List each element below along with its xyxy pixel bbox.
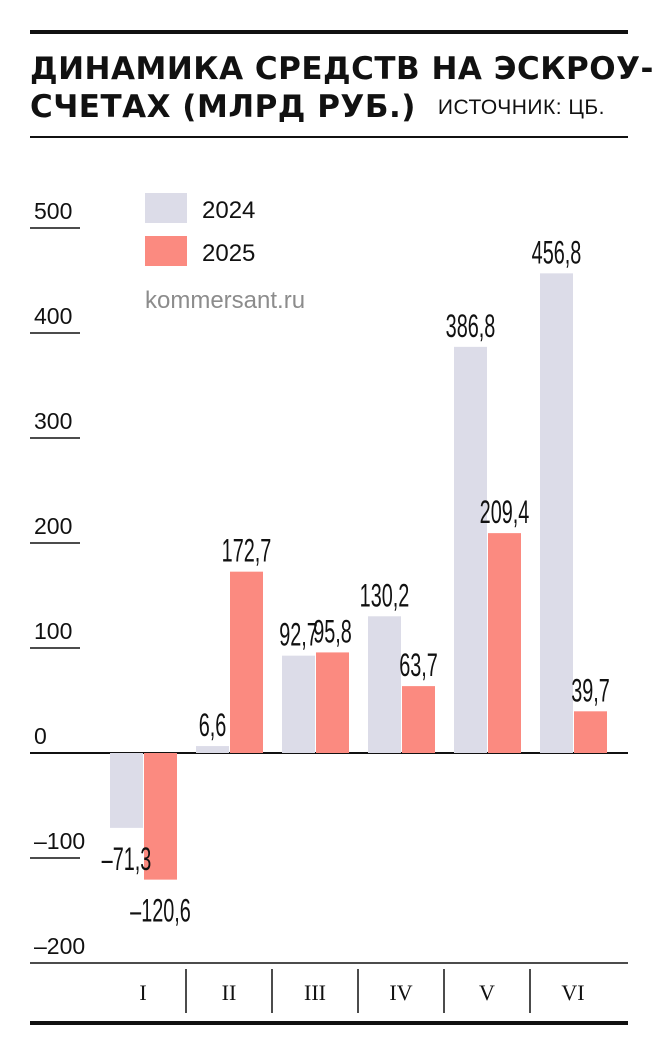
- bar-2025-IV: [402, 686, 435, 753]
- y-tick-label-1: 400: [34, 303, 72, 329]
- legend: 2024 2025: [145, 193, 255, 267]
- bar-2025-V: [488, 533, 521, 753]
- source-label: ИСТОЧНИК: ЦБ.: [437, 96, 606, 119]
- y-tick-label-7: –200: [34, 933, 85, 959]
- category-label-IV: IV: [389, 980, 412, 1005]
- data-label-2024-V: 386,8: [446, 308, 496, 344]
- data-label-2025-III: 95,8: [313, 614, 352, 650]
- data-label-2024-VI: 456,8: [532, 235, 582, 271]
- data-label-2024-IV: 130,2: [360, 577, 410, 613]
- bar-2024-I: [110, 753, 143, 828]
- bar-2025-VI: [574, 711, 607, 753]
- y-tick-label-3: 200: [34, 513, 72, 539]
- bar-2024-V: [454, 346, 487, 753]
- legend-label-2025: 2025: [202, 240, 255, 267]
- category-label-V: V: [479, 980, 495, 1005]
- data-label-2025-II: 172,7: [222, 533, 272, 569]
- bar-2024-VI: [540, 273, 573, 753]
- data-label-2024-II: 6,6: [199, 707, 227, 743]
- category-label-VI: VI: [561, 980, 584, 1005]
- data-label-2024-III: 92,7: [279, 617, 318, 653]
- category-label-III: III: [304, 980, 326, 1005]
- header-rule: [30, 136, 628, 138]
- bar-2025-III: [316, 652, 349, 753]
- data-label-2024-I: –71,3: [102, 841, 152, 877]
- legend-label-2024: 2024: [202, 197, 255, 224]
- category-label-II: II: [222, 980, 237, 1005]
- data-label-2025-V: 209,4: [480, 494, 530, 530]
- y-tick-label-2: 300: [34, 408, 72, 434]
- bars: [110, 273, 607, 880]
- data-label-2025-I: –120,6: [130, 893, 191, 929]
- title-line-1: ДИНАМИКА СРЕДСТВ НА ЭСКРОУ-: [30, 51, 654, 87]
- x-axis: I II III IV V VI: [139, 969, 585, 1013]
- watermark: kommersant.ru: [145, 287, 305, 314]
- bar-2024-II: [196, 746, 229, 753]
- legend-swatch-2024: [145, 193, 187, 223]
- title-line-2: СЧЕТАХ (МЛРД РУБ.) ИСТОЧНИК: ЦБ.: [30, 88, 630, 127]
- bar-2024-III: [282, 655, 315, 753]
- category-label-I: I: [139, 980, 146, 1005]
- y-tick-label-4: 100: [34, 618, 72, 644]
- title-line-2-text: СЧЕТАХ (МЛРД РУБ.): [30, 89, 416, 125]
- top-rule: [30, 30, 628, 34]
- y-tick-label-6: –100: [34, 828, 85, 854]
- y-tick-label-0: 500: [34, 198, 72, 224]
- y-tick-label-5: 0: [34, 723, 47, 749]
- bar-2025-II: [230, 571, 263, 753]
- bar-2025-I: [144, 753, 177, 880]
- data-label-2025-VI: 39,7: [571, 672, 610, 708]
- bar-2024-IV: [368, 616, 401, 753]
- data-label-2025-IV: 63,7: [399, 647, 438, 683]
- legend-swatch-2025: [145, 236, 187, 266]
- chart-title: ДИНАМИКА СРЕДСТВ НА ЭСКРОУ- СЧЕТАХ (МЛРД…: [30, 50, 654, 127]
- bottom-rule: [30, 1021, 628, 1025]
- data-labels: –71,3 6,6 92,7 130,2 386,8 456,8 –120,6 172,7 95…: [102, 235, 610, 929]
